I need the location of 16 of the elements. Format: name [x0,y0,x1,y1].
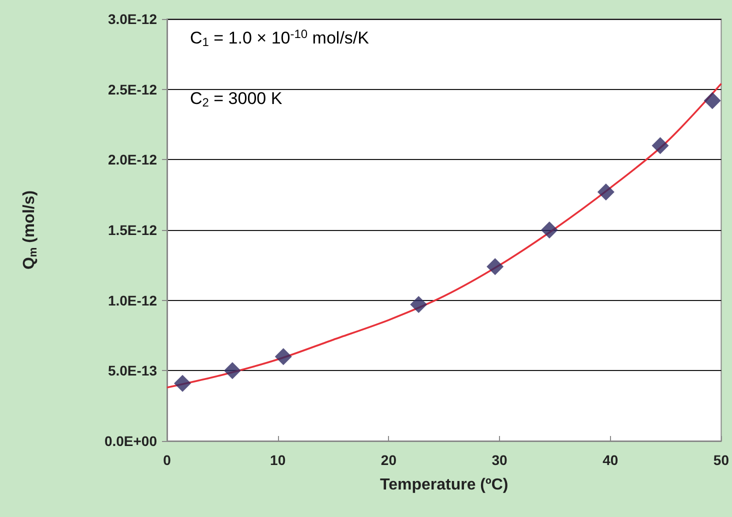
x-tick-label: 50 [713,452,730,468]
x-tick-label: 20 [380,452,397,468]
y-tick-label: 3.0E-12 [108,11,158,27]
y-axis-title: Qm (mol/s) [21,190,40,270]
y-tick-label: 0.0E+00 [104,433,158,449]
x-tick-label: 0 [163,452,172,468]
y-tick-label: 5.0E-13 [108,362,158,379]
y-tick-label: 1.5E-12 [108,222,158,238]
x-tick-label: 30 [492,452,508,468]
line-series [166,82,722,388]
y-tick-label: 2.0E-12 [108,152,158,168]
x-axis-title: Temperature (ºC) [380,476,508,494]
y-tick-label: 2.5E-12 [108,81,158,98]
y-tick-label: 1.0E-12 [108,292,158,308]
x-tick-label: 40 [602,452,618,468]
x-tick-label: 10 [270,452,286,468]
